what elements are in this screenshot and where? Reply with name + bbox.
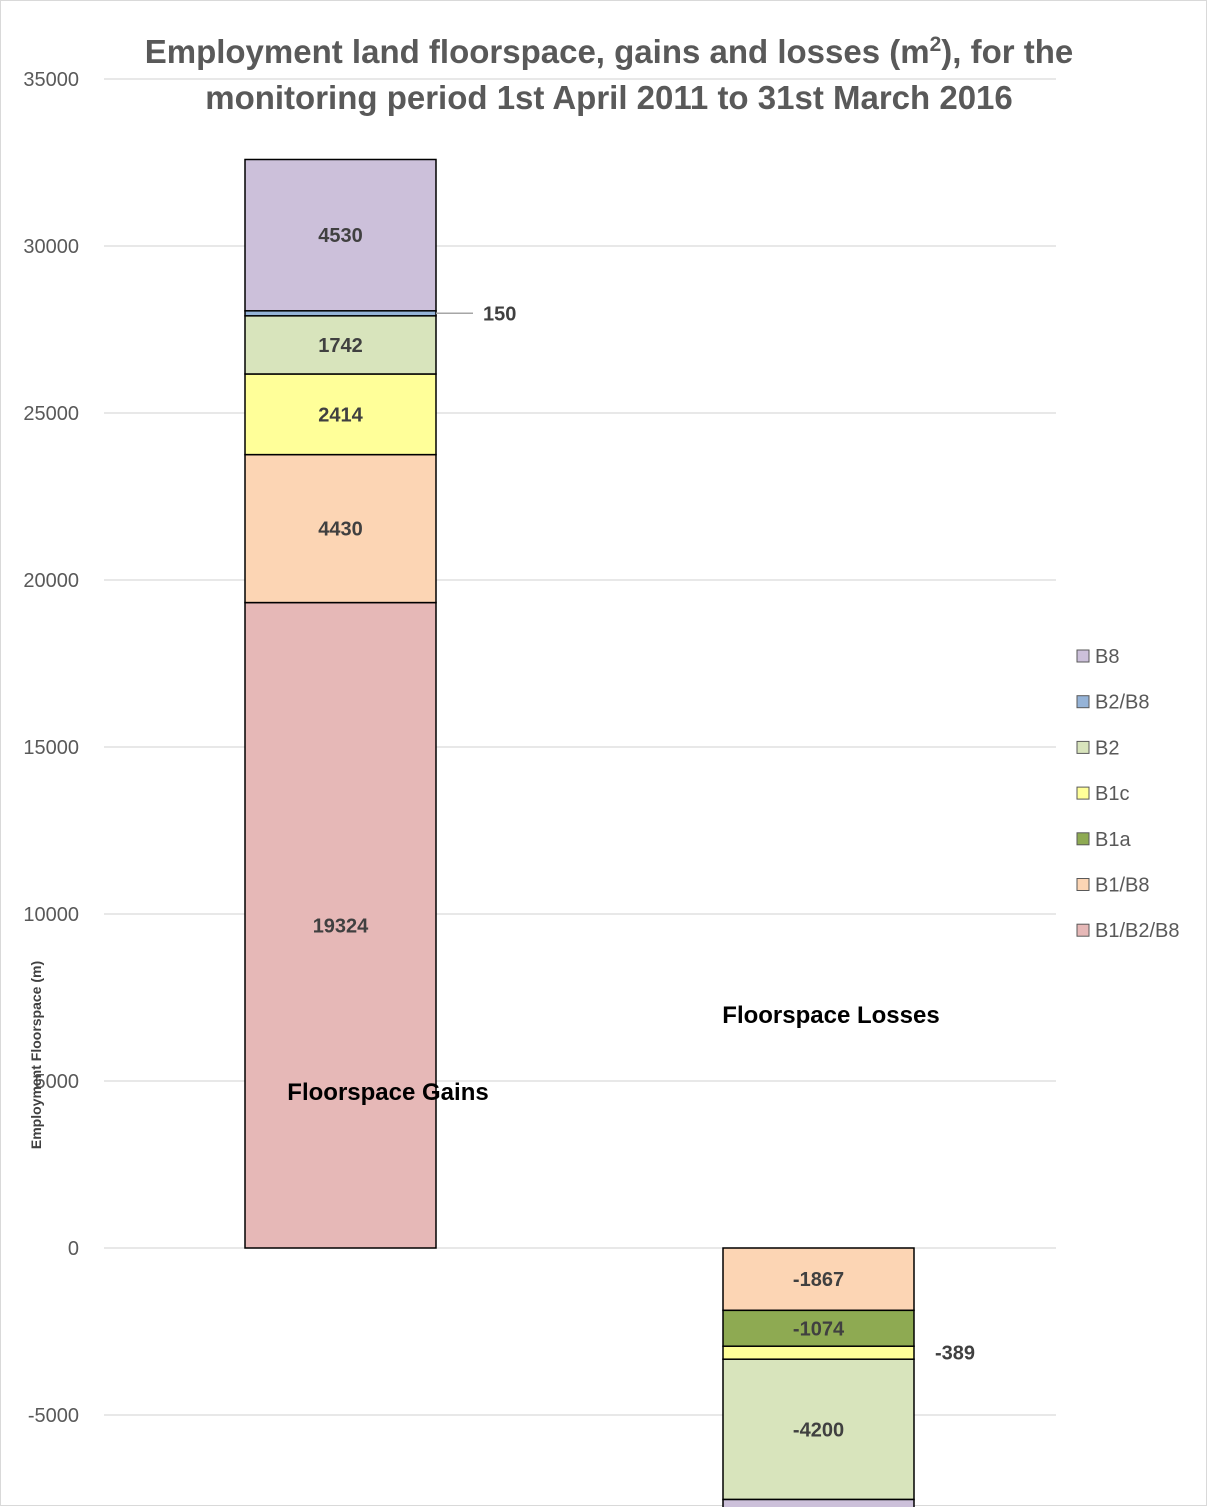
legend-label: B1a xyxy=(1095,829,1131,851)
bars xyxy=(244,158,915,1507)
y-tick-label: 25000 xyxy=(23,403,79,425)
y-tick-label: -5000 xyxy=(28,1405,79,1427)
legend-swatch xyxy=(1076,923,1090,937)
legend-label: B2 xyxy=(1095,737,1119,759)
legend-swatch xyxy=(1076,786,1090,800)
legend-swatch xyxy=(1076,832,1090,846)
category-label-losses: Floorspace Losses xyxy=(722,1002,939,1029)
data-label: -389 xyxy=(935,1343,975,1365)
bar-segment-b2-gains xyxy=(244,315,437,375)
bar-segment-b2-losses xyxy=(722,1358,915,1501)
bar-segment-b1-b8-gains xyxy=(244,453,437,604)
y-tick-label: 15000 xyxy=(23,737,79,759)
legend-swatch xyxy=(1076,649,1090,663)
data-label: 1742 xyxy=(318,335,363,357)
data-label: 150 xyxy=(483,303,516,325)
y-tick-label: 0 xyxy=(68,1238,79,1260)
y-tick-label: 5000 xyxy=(35,1071,80,1093)
legend-label: B2/B8 xyxy=(1095,692,1149,714)
bar-segment-b8-gains xyxy=(244,158,437,312)
data-label: -1867 xyxy=(793,1269,844,1291)
legend-swatch xyxy=(1076,695,1090,709)
data-label: 19324 xyxy=(313,915,369,937)
y-tick-label: 20000 xyxy=(23,570,79,592)
legend-label: B1/B2/B8 xyxy=(1095,920,1180,942)
legend: B8 B2/B8 B2 B1c B1a B1/B8 B1/B2/B8 xyxy=(1076,646,1180,942)
bar-segment-b8-losses xyxy=(722,1498,915,1507)
bar-segment-b2-b8-gains xyxy=(244,310,437,317)
y-tick-label: 30000 xyxy=(23,236,79,258)
data-label: 2414 xyxy=(318,404,363,426)
data-label: 4430 xyxy=(318,519,363,541)
data-label: -4200 xyxy=(793,1419,844,1441)
y-axis-ticks: 35000 30000 25000 20000 15000 10000 5000 0 -5000 xyxy=(23,69,79,1427)
legend-swatch xyxy=(1076,740,1090,754)
category-label-gains: Floorspace Gains xyxy=(287,1079,488,1106)
bar-segment-b1c-gains xyxy=(244,373,437,456)
y-axis-title: Employment Floorspace (m) xyxy=(28,961,44,1149)
legend-label: B1/B8 xyxy=(1095,875,1149,897)
y-tick-label: 10000 xyxy=(23,904,79,926)
data-label: 4530 xyxy=(318,225,363,247)
data-labels: 19324 4430 2414 1742 150 4530 -1867 -1074 -389 -4… xyxy=(313,225,975,1441)
chart-title-line-2: monitoring period 1st April 2011 to 31st… xyxy=(205,79,1013,116)
y-tick-label: 35000 xyxy=(23,69,79,91)
bar-segment-b1c-losses xyxy=(722,1345,915,1360)
legend-label: B8 xyxy=(1095,646,1119,668)
data-label: -1074 xyxy=(793,1318,845,1340)
legend-label: B1c xyxy=(1095,783,1129,805)
chart-title-line-1: Employment land floorspace, gains and lo… xyxy=(145,33,1074,70)
legend-swatch xyxy=(1076,878,1090,891)
bar-segment-b1-b2-b8-gains xyxy=(244,601,437,1249)
